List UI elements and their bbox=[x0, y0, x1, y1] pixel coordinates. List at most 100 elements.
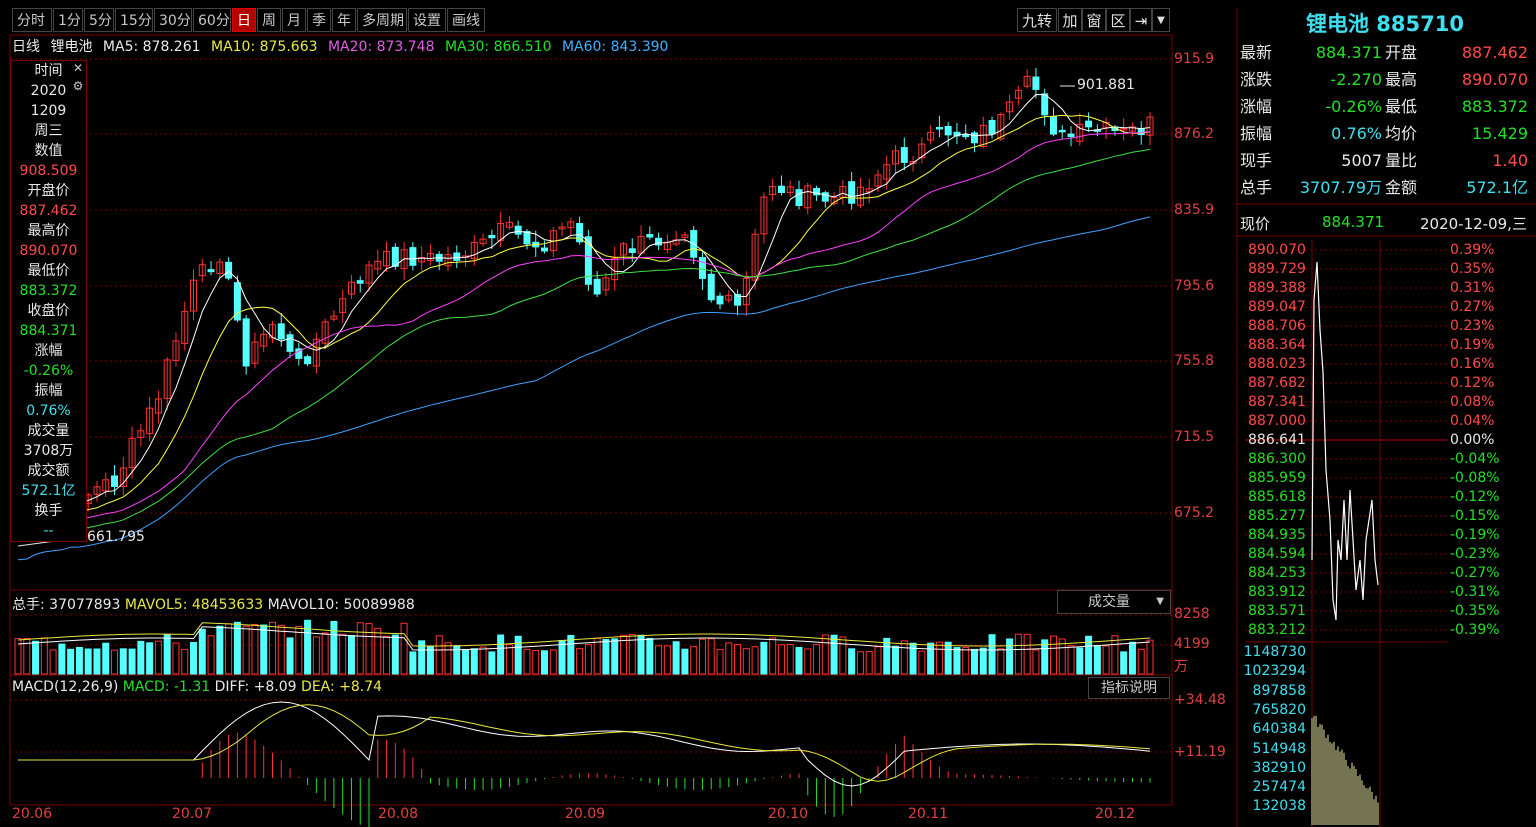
quote-l2-5: 金额 bbox=[1385, 178, 1418, 197]
intraday-pct-tick-19: -0.35% bbox=[1450, 603, 1500, 619]
period-tab-13[interactable]: 画线 bbox=[447, 8, 485, 32]
gear-icon[interactable]: ⚙ bbox=[72, 79, 84, 93]
period-tab-1[interactable]: 1分 bbox=[53, 8, 83, 32]
candle-body-37 bbox=[339, 298, 347, 313]
period-tab-6[interactable]: 日 bbox=[232, 8, 256, 32]
candle-body-103 bbox=[918, 143, 926, 158]
period-tab-8[interactable]: 月 bbox=[282, 8, 306, 32]
info-row-12: 收盘价 bbox=[27, 303, 70, 319]
candle-body-116 bbox=[1032, 76, 1040, 90]
candle-body-20 bbox=[190, 279, 198, 312]
intraday-vol-tick-4: 640384 bbox=[1252, 721, 1306, 738]
date-tick-2: 20.08 bbox=[378, 806, 419, 822]
quote-l2-0: 开盘 bbox=[1385, 43, 1418, 62]
candle-body-27 bbox=[251, 341, 259, 364]
volume-bar-62 bbox=[558, 639, 566, 675]
period-tab-10[interactable]: 年 bbox=[332, 8, 356, 32]
period-tab-0[interactable]: 分时 bbox=[12, 8, 52, 32]
period-tab-7[interactable]: 周 bbox=[257, 8, 281, 32]
dropdown-icon[interactable]: ▼ bbox=[1152, 8, 1170, 32]
period-tab-3[interactable]: 15分 bbox=[115, 8, 153, 32]
chevron-down-icon: ▼ bbox=[1156, 596, 1164, 607]
high-price-label: 901.881 bbox=[1077, 77, 1135, 93]
intraday-vol-tick-0: 1148730 bbox=[1243, 644, 1306, 660]
candle-body-84 bbox=[751, 233, 759, 281]
candle-body-121 bbox=[1076, 123, 1084, 142]
candle-body-19 bbox=[181, 311, 189, 344]
info-row-9: 890.070 bbox=[19, 243, 78, 259]
indicator-select[interactable]: 成交量 ▼ bbox=[1057, 590, 1171, 614]
dea-value: DEA: +8.74 bbox=[301, 679, 383, 695]
tool-button-1[interactable]: 加 bbox=[1058, 8, 1082, 32]
volume-bar-70 bbox=[628, 634, 636, 675]
info-row-20: 成交额 bbox=[27, 463, 70, 479]
volume-bar-54 bbox=[488, 651, 496, 675]
diff-value: DIFF: +8.09 bbox=[214, 679, 297, 695]
candle-body-101 bbox=[900, 147, 908, 163]
volume-bar-5 bbox=[58, 643, 66, 675]
volume-bar-79 bbox=[707, 638, 715, 675]
mavol10-value: MAVOL10: 50089988 bbox=[267, 597, 415, 613]
volume-bar-40 bbox=[365, 623, 373, 675]
candle-body-110 bbox=[979, 124, 987, 147]
candle-body-62 bbox=[558, 226, 566, 230]
diff-line bbox=[18, 701, 1151, 787]
volume-bar-110 bbox=[979, 647, 987, 675]
intraday-vol-tick-6: 382910 bbox=[1252, 759, 1306, 776]
period-tab-2[interactable]: 5分 bbox=[84, 8, 114, 32]
expand-icon[interactable]: ⇥ bbox=[1130, 8, 1152, 32]
info-row-18: 成交量 bbox=[27, 423, 70, 439]
indicator-help-button[interactable]: 指标说明 bbox=[1088, 677, 1170, 699]
mavol5-value: MAVOL5: 48453633 bbox=[124, 597, 264, 613]
info-row-23: -- bbox=[43, 523, 54, 539]
volume-bar-18 bbox=[172, 642, 180, 675]
tool-button-2[interactable]: 窗 bbox=[1082, 8, 1106, 32]
candle-body-106 bbox=[944, 126, 952, 136]
intraday-price-tick-6: 888.023 bbox=[1248, 356, 1306, 372]
period-tab-5[interactable]: 60分 bbox=[193, 8, 231, 32]
candle-body-109 bbox=[970, 132, 978, 144]
volume-bar-25 bbox=[233, 621, 241, 675]
volume-bar-91 bbox=[813, 644, 821, 675]
intraday-pct-tick-9: 0.04% bbox=[1450, 413, 1495, 429]
volume-bar-56 bbox=[505, 644, 513, 675]
intraday-price-tick-3: 889.047 bbox=[1248, 299, 1306, 315]
candle-body-82 bbox=[734, 294, 742, 306]
period-tab-12[interactable]: 设置 bbox=[408, 8, 446, 32]
candle-body-88 bbox=[786, 186, 794, 193]
candle-body-12 bbox=[119, 467, 127, 488]
volume-bar-14 bbox=[137, 640, 145, 675]
info-row-16: 振幅 bbox=[34, 383, 63, 399]
period-tab-9[interactable]: 季 bbox=[307, 8, 331, 32]
candle-body-46 bbox=[418, 256, 426, 263]
tool-button-3[interactable]: 区 bbox=[1106, 8, 1130, 32]
volume-bar-46 bbox=[418, 640, 426, 675]
candle-body-30 bbox=[277, 323, 285, 340]
volume-bar-15 bbox=[146, 642, 154, 675]
candle-body-53 bbox=[479, 238, 487, 245]
intraday-pct-tick-2: 0.31% bbox=[1450, 280, 1495, 296]
ma-line-20 bbox=[17, 131, 1151, 533]
candle-body-69 bbox=[619, 243, 627, 256]
info-row-4: 数值 bbox=[34, 143, 63, 159]
candle-body-17 bbox=[163, 359, 171, 399]
volume-bar-24 bbox=[225, 623, 233, 675]
tool-button-0[interactable]: 九转 bbox=[1017, 8, 1057, 32]
volume-bar-64 bbox=[576, 648, 584, 675]
volume-bar-17 bbox=[163, 634, 171, 675]
volume-bar-106 bbox=[944, 641, 952, 675]
period-tab-11[interactable]: 多周期 bbox=[357, 8, 407, 32]
info-row-5: 908.509 bbox=[19, 163, 78, 179]
quote-v2-2: 883.372 bbox=[1461, 97, 1528, 116]
ma-line-60 bbox=[17, 216, 1151, 561]
volume-bar-84 bbox=[751, 646, 759, 675]
volume-legend: 总手: 37077893 MAVOL5: 48453633 MAVOL10: 5… bbox=[12, 594, 415, 614]
intraday-price-tick-4: 888.706 bbox=[1248, 318, 1306, 334]
intraday-price-tick-0: 890.070 bbox=[1248, 242, 1306, 258]
period-tab-4[interactable]: 30分 bbox=[154, 8, 192, 32]
close-icon[interactable]: ✕ bbox=[72, 61, 84, 75]
ma-line-10 bbox=[17, 114, 1151, 525]
candle-body-13 bbox=[128, 437, 136, 469]
volume-bar-73 bbox=[655, 645, 663, 675]
